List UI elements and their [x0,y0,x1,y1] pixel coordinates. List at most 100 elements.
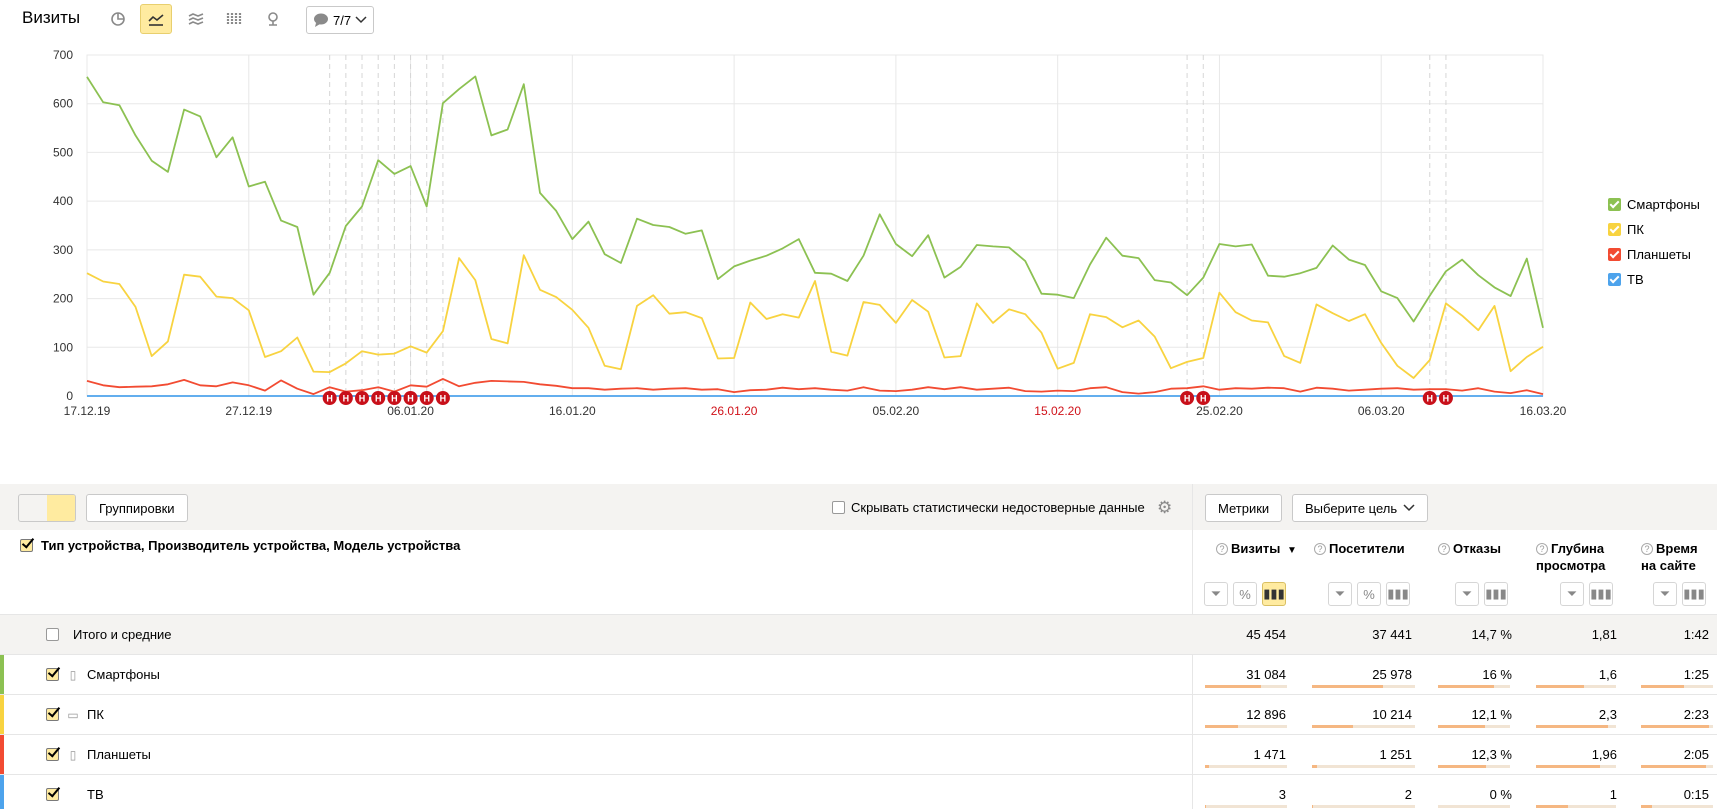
row-checkbox[interactable] [46,788,59,801]
holiday-marker [355,391,370,405]
share-bar [1641,765,1713,768]
bars-icon[interactable]: ▮▮▮ [1682,582,1706,606]
annotations-dropdown[interactable]: 7/7 [306,6,374,34]
filter-icon[interactable]: ⏷ [1455,582,1479,606]
cell-time: 2:23 [1683,707,1709,722]
table-row[interactable]: ▯ Планшеты 1 471 1 251 12,3 % 1,96 2:05 [0,734,1717,774]
bar-chart-button[interactable] [218,4,250,34]
bars-icon[interactable]: ▮▮▮ [1262,582,1286,606]
line-chart-button[interactable] [140,4,172,34]
percent-icon[interactable]: % [1233,582,1257,606]
help-icon[interactable]: ? [1536,543,1548,555]
legend-item-tv[interactable]: ТВ [1608,267,1700,292]
holiday-marker-label: Н [375,394,382,404]
cell-bounce: 14,7 % [1471,627,1512,642]
metrics-button[interactable]: Метрики [1205,494,1283,522]
chart-legend: Смартфоны ПК Планшеты ТВ [1608,192,1700,292]
cell-depth: 2,3 [1598,707,1617,722]
tablet-icon: ▯ [69,747,77,762]
cell-time: 1:25 [1683,667,1709,682]
map-pin-icon [268,12,278,26]
help-icon[interactable]: ? [1438,543,1450,555]
y-tick-label: 500 [53,145,73,159]
row-label: Планшеты [87,747,151,762]
cell-depth: 1,96 [1591,747,1617,762]
y-tick-label: 200 [53,292,73,306]
hide-unreliable-option[interactable]: Скрывать статистически недостоверные дан… [832,500,1145,515]
row-label: Смартфоны [87,667,160,682]
help-icon[interactable]: ? [1216,543,1228,555]
row-checkbox[interactable] [46,628,59,641]
column-header-visitors[interactable]: ? Посетители [1314,540,1405,557]
select-all-checkbox[interactable] [20,539,33,552]
groupings-button[interactable]: Группировки [86,494,188,522]
bars-icon[interactable]: ▮▮▮ [1589,582,1613,606]
cell-time: 0:15 [1683,787,1709,802]
share-bar [1438,685,1510,688]
x-tick-label: 05.02.20 [873,404,920,418]
cell-visits: 31 084 [1246,667,1286,682]
row-checkbox[interactable] [46,748,59,761]
holiday-marker [403,391,418,405]
view-toggle-flat[interactable] [19,495,47,521]
x-tick-label: 17.12.19 [64,404,111,418]
filter-icon[interactable]: ⏷ [1560,582,1584,606]
filter-icon[interactable]: ⏷ [1653,582,1677,606]
annotations-count: 7/7 [333,12,352,28]
x-tick-label: 16.03.20 [1520,404,1567,418]
view-toggle[interactable] [18,494,76,522]
series-line [86,254,1544,379]
legend-checkbox[interactable] [1608,198,1621,211]
share-bar [1438,805,1510,808]
legend-checkbox[interactable] [1608,223,1621,236]
table-row[interactable]: ▯ Смартфоны 31 084 25 978 16 % 1,6 1:25 [0,654,1717,694]
goal-select[interactable]: Выберите цель [1292,494,1429,522]
holiday-marker [1180,391,1195,405]
legend-checkbox[interactable] [1608,248,1621,261]
filter-icon[interactable]: ⏷ [1328,582,1352,606]
cell-depth: 1,81 [1591,627,1617,642]
x-tick-label: 06.03.20 [1358,404,1405,418]
legend-item-pc[interactable]: ПК [1608,217,1700,242]
help-icon[interactable]: ? [1641,543,1653,555]
help-icon[interactable]: ? [1314,543,1326,555]
filter-icon[interactable]: ⏷ [1204,582,1228,606]
x-tick-label: 27.12.19 [225,404,272,418]
hide-unreliable-checkbox[interactable] [832,501,845,514]
row-checkbox[interactable] [46,668,59,681]
row-checkbox[interactable] [46,708,59,721]
smartphone-icon: ▯ [69,667,77,682]
x-tick-label: 06.01.20 [387,404,434,418]
bar-chart-icon [226,13,242,25]
bars-icon[interactable]: ▮▮▮ [1386,582,1410,606]
share-bar [1438,765,1510,768]
dimension-header: Тип устройства, Производитель устройства… [20,538,460,553]
column-header-depth[interactable]: ? Глубина просмотра [1536,541,1606,573]
table-row[interactable]: ТВ 3 2 0 % 1 0:15 [0,774,1717,809]
legend-item-tablets[interactable]: Планшеты [1608,242,1700,267]
column-header-bounce[interactable]: ? Отказы [1438,540,1501,557]
legend-item-smartphones[interactable]: Смартфоны [1608,192,1700,217]
y-tick-label: 100 [53,340,73,354]
holiday-marker-label: Н [391,394,398,404]
y-tick-label: 600 [53,97,73,111]
table-row[interactable]: ▭ ПК 12 896 10 214 12,1 % 2,3 2:23 [0,694,1717,734]
share-bar [1312,725,1415,728]
map-button[interactable] [257,4,289,34]
sort-desc-icon[interactable]: ▼ [1286,545,1297,556]
holiday-marker-label: Н [359,394,366,404]
area-chart-button[interactable] [180,4,212,34]
column-header-time[interactable]: ? Время на сайте [1641,541,1698,573]
legend-checkbox[interactable] [1608,273,1621,286]
plot-frame [86,54,1544,397]
column-header-visits[interactable]: ? Визиты ▼ [1216,540,1297,559]
gear-icon[interactable]: ⚙ [1157,498,1173,517]
cell-time: 1:42 [1683,627,1709,642]
view-toggle-tree[interactable] [47,495,75,521]
percent-icon[interactable]: % [1357,582,1381,606]
pie-chart-button[interactable] [102,4,134,34]
y-tick-label: 400 [53,194,73,208]
report-title: Визиты [22,8,81,27]
bars-icon[interactable]: ▮▮▮ [1484,582,1508,606]
cell-visitors: 37 441 [1372,627,1412,642]
